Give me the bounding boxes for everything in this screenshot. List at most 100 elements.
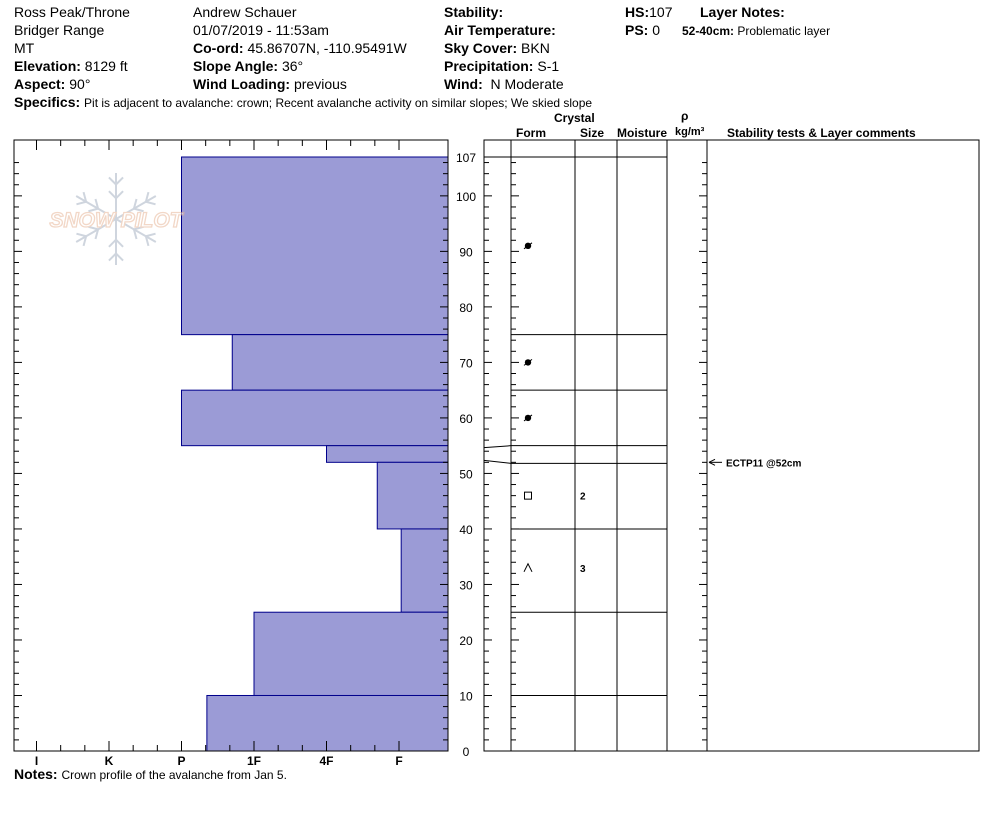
sky-label: Sky Cover: — [444, 40, 518, 56]
snowflake-branch — [108, 238, 117, 248]
coord: Co-ord: 45.86707N, -110.95491W — [193, 40, 407, 56]
snowflake-branch — [115, 190, 124, 200]
wind-label: Wind: — [444, 76, 483, 92]
col-size: Size — [580, 126, 605, 140]
snowflake-branch — [115, 238, 124, 248]
y-tick-label: 0 — [463, 745, 470, 759]
snowflake-branch — [94, 229, 100, 240]
layer-note-text: Problematic layer — [737, 24, 831, 38]
depth-hoar-icon — [523, 562, 533, 573]
snowflake-arm — [75, 218, 117, 243]
y-tick-label: 20 — [459, 634, 473, 648]
wind: Wind: N Moderate — [444, 76, 564, 92]
y-tick-label: 100 — [456, 190, 476, 204]
y-tick-label: 90 — [459, 245, 473, 259]
notes: Notes: Crown profile of the avalanche fr… — [14, 766, 287, 783]
snowflake-branch — [144, 191, 150, 203]
crystal-size-label: 3 — [580, 564, 586, 575]
snowflake-arm — [115, 218, 157, 243]
snowflake-branch — [115, 176, 124, 186]
hardness-layer-bar — [400, 528, 449, 613]
stability-label: Stability: — [444, 4, 504, 20]
irregular-grain-icon-stroke — [523, 242, 533, 250]
col-form: Form — [516, 126, 546, 140]
stability-test-arrowhead — [708, 458, 716, 466]
hardness-layer-bar — [181, 389, 449, 447]
x-tick-label: K — [105, 754, 114, 768]
elevation: Elevation: 8129 ft — [14, 58, 128, 74]
hardness-frame — [13, 139, 449, 752]
location: Ross Peak/Throne — [14, 4, 130, 20]
notes-value: Crown profile of the avalanche from Jan … — [61, 768, 287, 782]
y-tick-label: 80 — [459, 301, 473, 315]
crystal-frame — [483, 139, 980, 752]
snowflake-branch — [88, 225, 99, 231]
hs: HS:107 — [625, 4, 672, 20]
aspect-value: 90° — [69, 76, 91, 92]
range: Bridger Range — [14, 22, 105, 38]
y-tick-label: 107 — [456, 151, 476, 165]
snowflake-branch — [132, 198, 138, 209]
coord-value: 45.86707N, -110.95491W — [247, 40, 407, 56]
aspect-label: Aspect: — [14, 76, 66, 92]
ps: PS: 0 — [625, 22, 660, 38]
slope-value: 36° — [281, 58, 304, 74]
x-tick-label: P — [177, 754, 185, 768]
snowflake-branch — [82, 235, 88, 247]
ps-label: PS: — [625, 22, 649, 38]
ps-value: 0 — [652, 22, 661, 38]
snowflake-branch — [132, 229, 138, 240]
y-tick-label: 70 — [459, 356, 473, 370]
snowflake-branch — [115, 252, 124, 262]
snowflake-branch — [108, 190, 117, 200]
logo-text: SNOW PILOT — [50, 209, 185, 232]
observer: Andrew Schauer — [193, 4, 297, 20]
faceted-crystal-icon — [524, 491, 532, 500]
col-density-unit: kg/m³ — [675, 126, 705, 138]
snowpilot-logo: SNOW PILOT — [49, 173, 185, 265]
specifics-value: Pit is adjacent to avalanche: crown; Rec… — [84, 96, 593, 110]
y-tick-label: 10 — [459, 689, 473, 703]
wind-loading-value: previous — [293, 76, 347, 92]
y-tick-label: 50 — [459, 467, 473, 481]
wind-loading-label: Wind Loading: — [193, 76, 291, 92]
col-rho: ρ — [681, 109, 689, 123]
notes-label: Notes: — [14, 766, 58, 782]
y-tick-label: 30 — [459, 578, 473, 592]
wind-value: N Moderate — [490, 76, 564, 92]
x-tick-label: F — [395, 754, 402, 768]
snowflake-arm — [115, 195, 157, 220]
snowflake-branch — [145, 200, 156, 206]
precip-label: Precipitation: — [444, 58, 534, 74]
elevation-value: 8129 ft — [84, 58, 128, 74]
col-stability-comments: Stability tests & Layer comments — [727, 126, 916, 140]
hardness-layer-bar — [326, 445, 449, 463]
col-moisture: Moisture — [617, 126, 668, 140]
snowflake-branch — [133, 225, 144, 231]
crystal-size-label: 2 — [580, 492, 586, 503]
hardness-layer-bar — [376, 461, 449, 530]
y-tick-label: 40 — [459, 523, 473, 537]
y-tick-label: 60 — [459, 412, 473, 426]
snowflake-branch — [144, 235, 150, 247]
hardness-layer-bar — [206, 694, 449, 752]
snowflake-branch — [108, 252, 117, 262]
stability-test-label: ECTP11 @52cm — [726, 458, 801, 469]
specifics-label: Specifics: — [14, 94, 81, 110]
snowflake-branch — [76, 232, 87, 238]
hardness-layer-bar — [181, 156, 449, 336]
x-tick-label: 1F — [247, 754, 261, 768]
elevation-label: Elevation: — [14, 58, 81, 74]
x-tick-label: 4F — [319, 754, 333, 768]
sky-cover: Sky Cover: BKN — [444, 40, 550, 56]
snowflake-branch — [76, 200, 87, 206]
sky-value: BKN — [521, 40, 550, 56]
snowflake-branch — [94, 198, 100, 209]
layer-note: 52-40cm: Problematic layer — [682, 23, 830, 39]
hs-value: 107 — [649, 4, 673, 20]
slope-label: Slope Angle: — [193, 58, 279, 74]
irregular-grain-icon-stroke — [523, 359, 533, 366]
precipitation: Precipitation: S-1 — [444, 58, 559, 74]
snowflake-branch — [88, 207, 99, 213]
